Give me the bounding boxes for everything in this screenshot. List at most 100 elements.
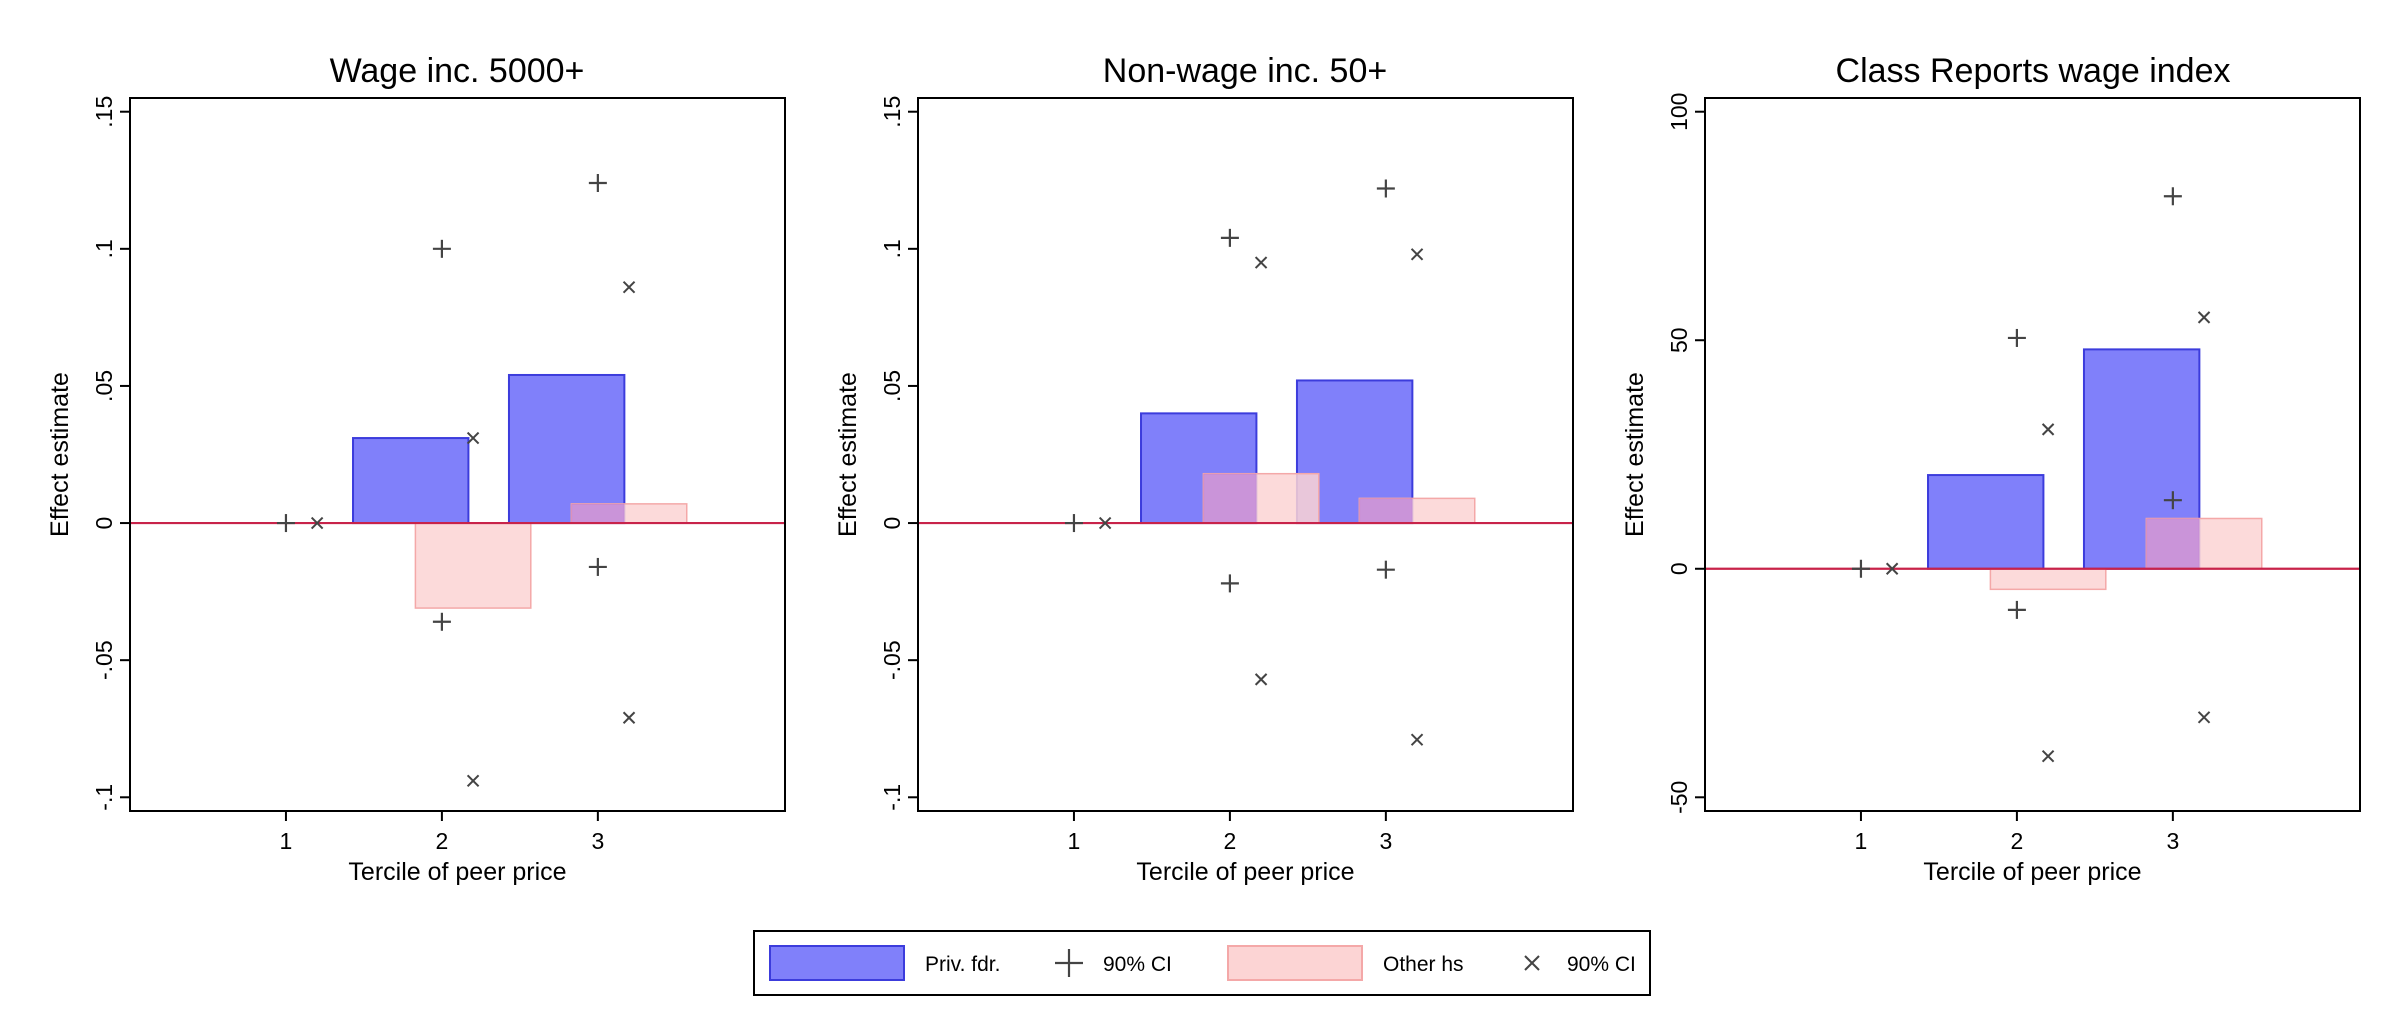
cross-b — [2041, 423, 2055, 436]
panels: Wage inc. 5000+ -.1 -.05 0 .05 .1 .15 Effect es… — [46, 52, 2361, 886]
y-tick-label: 0 — [91, 517, 117, 530]
cross-b — [1254, 673, 1268, 686]
bars — [352, 373, 688, 609]
legend-key-plus — [1055, 949, 1083, 977]
legend-item-4: 90% CI — [1524, 953, 1636, 976]
cross-b — [1254, 256, 1268, 269]
ci-marker-other-high-1 — [310, 516, 324, 530]
ci-marker-other-high-3 — [1410, 248, 1424, 261]
legend-label: Priv. fdr. — [925, 953, 1000, 976]
cross-b — [1098, 516, 1112, 530]
ci-marker-priv-low-2 — [432, 612, 451, 631]
ci-marker-priv-low-2 — [1220, 574, 1239, 593]
y-tick-label: .1 — [879, 239, 905, 258]
y-tick-label: -.1 — [91, 784, 117, 811]
x-axis-label: Tercile of peer price — [1136, 858, 1354, 886]
x-axis-label: Tercile of peer price — [348, 858, 566, 886]
legend-item-3: Other hs — [1227, 945, 1464, 981]
y-axis: -.1 -.05 0 .05 .1 .15 Effect estimate — [46, 96, 130, 811]
x-axis: 1 2 3 Tercile of peer price — [1068, 811, 1392, 886]
legend-item-2: 90% CI — [1055, 949, 1172, 977]
ci-marker-priv-low-3 — [588, 557, 607, 576]
y-tick-label: .1 — [91, 239, 117, 258]
x-axis: 1 2 3 Tercile of peer price — [280, 811, 604, 886]
panel-title: Wage inc. 5000+ — [330, 52, 585, 90]
y-axis-label: Effect estimate — [834, 372, 862, 537]
ci-marker-other-low-2 — [2041, 749, 2055, 763]
y-axis-label: Effect estimate — [1621, 372, 1649, 537]
cross-b — [1524, 955, 1540, 971]
chart-panel-3: Class Reports wage index -50 0 50 100 Effect … — [1621, 52, 2361, 886]
x-tick-label: 3 — [1379, 828, 1392, 854]
y-tick-label: .05 — [91, 370, 117, 402]
x-tick-label: 3 — [2166, 828, 2179, 854]
ci-marker-priv-high-1 — [1064, 514, 1083, 533]
cross-b — [2197, 711, 2211, 724]
x-axis: 1 2 3 Tercile of peer price — [1855, 811, 2179, 886]
ci-marker-priv-high-3 — [1376, 179, 1395, 198]
ci-marker-priv-low-2 — [2007, 600, 2026, 619]
bars — [1140, 379, 1476, 525]
ci-marker-other-high-3 — [2197, 311, 2211, 324]
legend-item-1: Priv. fdr. — [769, 945, 1000, 981]
y-tick-label: .05 — [879, 370, 905, 402]
x-tick-label: 3 — [591, 828, 604, 854]
ci-markers — [1064, 179, 1424, 746]
bar-other-hs-tercile-2 — [1989, 568, 2107, 591]
legend-label: 90% CI — [1103, 953, 1172, 976]
ci-marker-other-high-2 — [2041, 423, 2055, 436]
ci-marker-other-high-1 — [1885, 562, 1899, 575]
legend-key-cross — [1524, 955, 1540, 971]
ci-marker-other-high-1 — [1098, 516, 1112, 530]
ci-marker-priv-high-2 — [432, 239, 451, 258]
legend-key-bar — [769, 945, 905, 981]
x-tick-label: 2 — [2011, 828, 2024, 854]
panel-title: Non-wage inc. 50+ — [1103, 52, 1387, 90]
ci-marker-other-high-2 — [1254, 256, 1268, 269]
cross-b — [466, 774, 480, 788]
ci-marker-priv-high-2 — [1220, 228, 1239, 247]
plot-frame — [917, 97, 1574, 812]
plot-frame — [129, 97, 786, 812]
ci-marker-priv-high-3 — [2163, 187, 2182, 206]
x-tick-label: 1 — [280, 828, 293, 854]
ci-markers — [276, 174, 636, 788]
x-tick-label: 1 — [1068, 828, 1081, 854]
x-axis-label: Tercile of peer price — [1923, 858, 2141, 886]
y-axis: -.1 -.05 0 .05 .1 .15 Effect estimate — [834, 96, 918, 811]
bar-other-hs-tercile-2 — [414, 522, 532, 609]
cross-b — [466, 431, 480, 445]
ci-marker-other-low-2 — [1254, 673, 1268, 686]
y-tick-label: 50 — [1666, 327, 1692, 353]
x-tick-label: 2 — [1224, 828, 1237, 854]
cross-b — [622, 711, 636, 724]
cross-b — [1410, 248, 1424, 261]
x-tick-label: 2 — [436, 828, 449, 854]
y-tick-label: -.1 — [879, 784, 905, 811]
bar-overlap-tercile-3 — [571, 503, 625, 524]
chart-panel-2: Non-wage inc. 50+ -.1 -.05 0 .05 .1 .15 Effect … — [834, 52, 1574, 886]
bar-priv-fdr-tercile-2 — [1927, 474, 2045, 570]
legend-label: Other hs — [1383, 953, 1464, 976]
plot-frame — [1704, 97, 2361, 812]
ci-marker-priv-high-3 — [588, 174, 607, 193]
bar-overlap-tercile-2 — [1203, 473, 1257, 524]
cross-b — [1410, 733, 1424, 746]
bars — [1927, 348, 2263, 591]
legend: Priv. fdr. 90% CI Other hs 90% CI — [753, 930, 1651, 996]
cross-b — [2041, 749, 2055, 763]
cross-b — [310, 516, 324, 530]
ci-marker-other-high-3 — [622, 281, 636, 294]
ci-marker-other-low-3 — [622, 711, 636, 724]
cross-b — [622, 281, 636, 294]
ci-marker-priv-high-1 — [1851, 559, 1870, 578]
ci-marker-other-low-3 — [1410, 733, 1424, 746]
y-axis-label: Effect estimate — [46, 372, 74, 537]
y-tick-label: -.05 — [91, 640, 117, 680]
y-tick-label: 0 — [1666, 562, 1692, 575]
bar-overlap-tercile-3 — [2146, 518, 2200, 569]
y-tick-label: 0 — [879, 517, 905, 530]
panel-title: Class Reports wage index — [1836, 52, 2231, 90]
cross-b — [2197, 311, 2211, 324]
